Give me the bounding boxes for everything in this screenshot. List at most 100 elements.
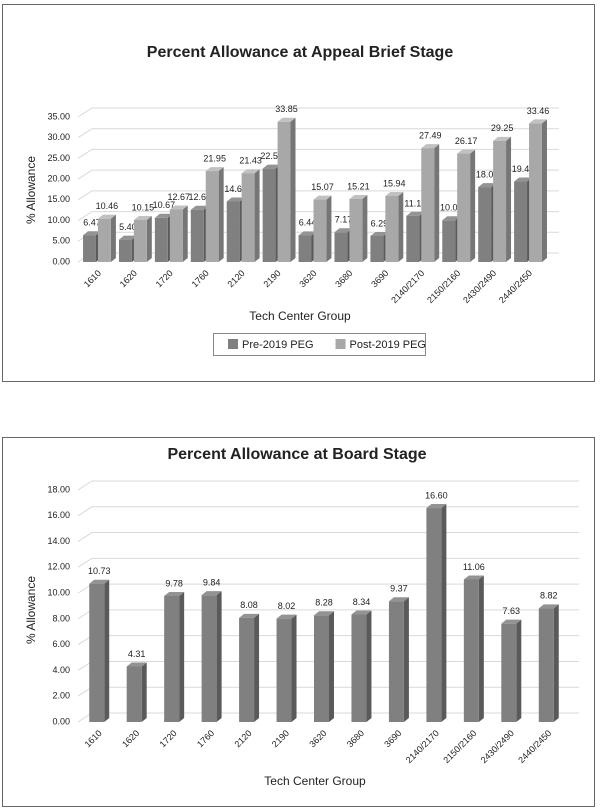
- grid-line: [77, 148, 559, 159]
- bar-top: [514, 177, 533, 182]
- data-label: 8.08: [240, 600, 258, 610]
- bar: [442, 220, 456, 262]
- grid-line: [77, 128, 559, 139]
- bar: [118, 239, 132, 262]
- grid-line: [77, 480, 579, 491]
- bar-top: [201, 591, 222, 596]
- bar: [529, 123, 542, 262]
- data-label: 15.07: [311, 182, 334, 192]
- bar: [426, 508, 442, 722]
- data-label: 21.43: [239, 156, 262, 166]
- bar: [385, 195, 399, 262]
- data-label: 21.95: [203, 153, 226, 163]
- bar-top: [314, 611, 334, 616]
- data-label: 6.47: [83, 218, 101, 228]
- data-label: 22.54: [260, 151, 283, 161]
- bar: [164, 595, 180, 722]
- bar: [262, 168, 276, 262]
- bar: [314, 615, 329, 722]
- data-label: 33.85: [275, 104, 298, 114]
- bar-side: [218, 167, 224, 262]
- bar: [406, 215, 420, 262]
- legend-label: Pre-2019 PEG: [242, 339, 314, 351]
- data-label: 10.46: [96, 201, 119, 211]
- bar-top: [205, 167, 224, 172]
- bar: [493, 140, 507, 262]
- bar-top: [385, 191, 404, 196]
- bar-top: [349, 194, 368, 199]
- bar-side: [434, 144, 440, 262]
- data-label: 10.07: [440, 203, 463, 213]
- bar: [298, 235, 312, 262]
- bar-top: [421, 144, 440, 149]
- bar-side: [291, 614, 297, 722]
- y-tick-label: 14.00: [47, 536, 70, 546]
- bar: [538, 608, 554, 722]
- bar-top: [89, 579, 110, 584]
- bar: [205, 171, 219, 262]
- bar-top: [226, 197, 245, 202]
- y-tick-label: 10.00: [47, 215, 70, 225]
- bar: [133, 219, 147, 262]
- data-label: 10.15: [132, 202, 155, 212]
- bar-top: [164, 591, 185, 596]
- bar-top: [97, 214, 116, 219]
- bar-side: [506, 136, 512, 262]
- bar-top: [442, 216, 461, 221]
- data-label: 9.37: [390, 584, 408, 594]
- bar: [351, 614, 367, 722]
- grid-line: [77, 557, 579, 568]
- bar-top: [277, 117, 296, 122]
- chart-title: Percent Allowance at Board Stage: [167, 446, 426, 463]
- data-label: 15.94: [383, 178, 406, 188]
- bar-top: [126, 662, 147, 667]
- y-tick-label: 30.00: [47, 132, 70, 142]
- bar-top: [388, 597, 409, 602]
- bar: [89, 583, 105, 722]
- bar-side: [516, 619, 522, 722]
- data-label: 4.31: [128, 649, 146, 659]
- y-tick-label: 6.00: [52, 639, 70, 649]
- x-axis-title: Tech Center Group: [249, 309, 351, 323]
- bar-side: [398, 191, 404, 262]
- data-label: 15.21: [347, 181, 370, 191]
- bar-top: [493, 136, 512, 141]
- bar: [334, 232, 348, 262]
- data-label: 6.44: [299, 218, 317, 228]
- bar-top: [241, 169, 260, 174]
- y-tick-label: 20.00: [47, 174, 70, 184]
- bar-top: [406, 211, 425, 216]
- bar: [463, 579, 479, 722]
- bar-top: [262, 164, 281, 169]
- data-label: 8.28: [315, 598, 333, 608]
- data-label: 27.49: [419, 130, 442, 140]
- data-label: 19.42: [512, 164, 535, 174]
- bar-side: [326, 195, 332, 262]
- legend-swatch: [335, 339, 346, 349]
- legend-box: [213, 333, 426, 356]
- y-tick-label: 15.00: [47, 194, 70, 204]
- bar-side: [553, 604, 559, 722]
- data-label: 14.60: [224, 184, 247, 194]
- data-label: 7.63: [503, 606, 521, 616]
- bar-top: [457, 149, 476, 154]
- bar-side: [182, 205, 188, 262]
- chart-title: Percent Allowance at Appeal Brief Stage: [147, 44, 454, 61]
- data-label: 8.02: [278, 601, 296, 611]
- data-label: 18.08: [476, 169, 499, 179]
- data-label: 10.67: [153, 200, 176, 210]
- data-label: 16.60: [425, 490, 448, 500]
- y-tick-label: 8.00: [52, 613, 70, 623]
- y-tick-label: 10.00: [47, 587, 70, 597]
- bar: [501, 623, 517, 722]
- bar-side: [104, 579, 110, 722]
- data-label: 5.40: [119, 222, 137, 232]
- bar-top: [529, 119, 547, 124]
- bar: [126, 666, 142, 722]
- data-label: 7.17: [335, 215, 353, 225]
- y-tick-label: 18.00: [47, 484, 70, 494]
- bar-top: [351, 610, 372, 615]
- y-tick-label: 0.00: [52, 256, 70, 266]
- bar-side: [362, 194, 368, 262]
- grid-line: [77, 190, 559, 201]
